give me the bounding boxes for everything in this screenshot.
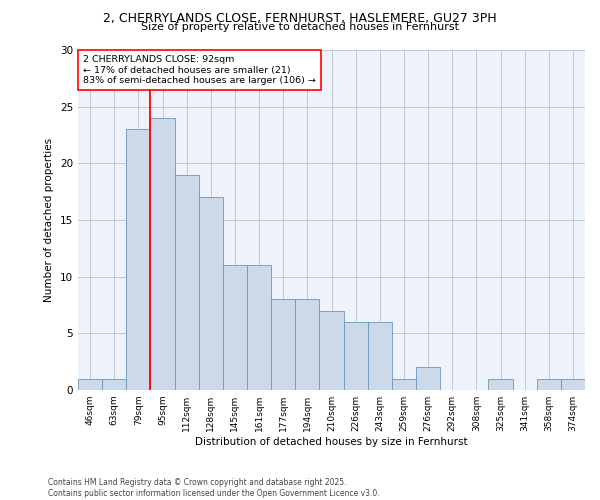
Bar	[319, 310, 344, 390]
Bar	[368, 322, 392, 390]
Bar	[175, 174, 199, 390]
Bar	[295, 300, 319, 390]
Text: 2, CHERRYLANDS CLOSE, FERNHURST, HASLEMERE, GU27 3PH: 2, CHERRYLANDS CLOSE, FERNHURST, HASLEME…	[103, 12, 497, 25]
Bar	[537, 378, 561, 390]
Bar	[416, 368, 440, 390]
Bar	[199, 198, 223, 390]
Y-axis label: Number of detached properties: Number of detached properties	[44, 138, 55, 302]
Bar	[392, 378, 416, 390]
Bar	[151, 118, 175, 390]
Text: Size of property relative to detached houses in Fernhurst: Size of property relative to detached ho…	[141, 22, 459, 32]
X-axis label: Distribution of detached houses by size in Fernhurst: Distribution of detached houses by size …	[195, 437, 468, 447]
Bar	[247, 266, 271, 390]
Bar	[561, 378, 585, 390]
Bar	[126, 130, 151, 390]
Bar	[78, 378, 102, 390]
Text: 2 CHERRYLANDS CLOSE: 92sqm
← 17% of detached houses are smaller (21)
83% of semi: 2 CHERRYLANDS CLOSE: 92sqm ← 17% of deta…	[83, 55, 316, 85]
Bar	[102, 378, 126, 390]
Bar	[488, 378, 512, 390]
Bar	[344, 322, 368, 390]
Bar	[223, 266, 247, 390]
Text: Contains HM Land Registry data © Crown copyright and database right 2025.
Contai: Contains HM Land Registry data © Crown c…	[48, 478, 380, 498]
Bar	[271, 300, 295, 390]
